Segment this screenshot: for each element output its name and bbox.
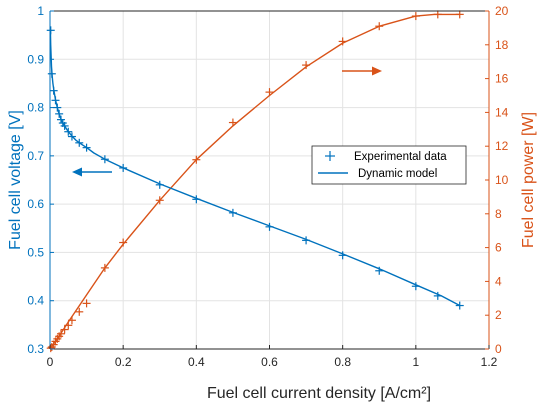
y-right-tick-label: 16 (495, 72, 509, 86)
y-right-tick-label: 8 (495, 207, 502, 221)
y-left-tick-labels: 0.3 0.4 0.5 0.6 0.7 0.8 0.9 1 (27, 4, 44, 356)
y-right-tick-label: 6 (495, 241, 502, 255)
voltage-exp-point (51, 96, 60, 105)
y-right-tick-label: 20 (495, 4, 509, 18)
y-left-tick-label: 0.4 (27, 294, 44, 308)
y-right-tick-label: 2 (495, 308, 502, 322)
voltage-exp-point (67, 132, 76, 141)
power-exp-point (433, 10, 442, 19)
voltage-exp-point (56, 115, 65, 124)
power-exp-point (265, 88, 274, 97)
voltage-exp-point (100, 155, 109, 164)
voltage-direction-arrow (72, 167, 112, 177)
power-exp-point (82, 299, 91, 308)
legend-marker-experimental (325, 151, 335, 161)
y-left-tick-label: 0.7 (27, 149, 44, 163)
x-tick-label: 0.6 (261, 355, 278, 369)
power-exp-point (338, 37, 347, 46)
power-exp-point (64, 321, 73, 330)
x-tick-labels: 0 0.2 0.4 0.6 0.8 1 1.2 (47, 355, 498, 369)
voltage-exp-point (375, 266, 384, 275)
y-right-tick-labels: 0 2 4 6 8 10 12 14 16 18 20 (495, 4, 509, 356)
voltage-exp-point (82, 143, 91, 152)
y-right-tick-label: 4 (495, 274, 502, 288)
legend-label-experimental: Experimental data (354, 151, 447, 163)
voltage-exp-point (411, 282, 420, 291)
y-right-tick-label: 0 (495, 342, 502, 356)
power-exp-point (302, 61, 311, 70)
power-exp-point (455, 10, 464, 19)
y-left-tick-label: 0.3 (27, 342, 44, 356)
voltage-exp-point (53, 103, 62, 112)
x-axis-label: Fuel cell current density [A/cm²] (207, 385, 431, 402)
voltage-exp-point (192, 195, 201, 204)
legend: Experimental data Dynamic model (311, 145, 467, 185)
power-exp-point (411, 12, 420, 21)
x-tick-label: 0.4 (188, 355, 205, 369)
plot-frame (49, 10, 490, 350)
power-exp-point (56, 329, 65, 338)
legend-box (311, 145, 467, 185)
voltage-exp-point (155, 180, 164, 189)
x-tick-label: 0 (47, 355, 54, 369)
voltage-exp-point (455, 301, 464, 310)
power-exp-point (192, 155, 201, 164)
y-left-tick-label: 0.8 (27, 101, 44, 115)
x-tick-label: 1.2 (481, 355, 498, 369)
power-exp-point (155, 196, 164, 205)
y-left-tick-label: 0.5 (27, 245, 44, 259)
x-tick-label: 1 (412, 355, 419, 369)
y-left-tick-label: 1 (37, 4, 44, 18)
x-tick-label: 0.2 (115, 355, 132, 369)
y-left-axis-label: Fuel cell voltage [V] (7, 110, 24, 250)
y-right-tick-label: 14 (495, 105, 509, 119)
power-exp-point (375, 22, 384, 31)
voltage-exp-point (75, 138, 84, 147)
voltage-exp-point (228, 208, 237, 217)
voltage-exp-point (433, 291, 442, 300)
voltage-exp-point (47, 69, 56, 78)
y-right-tick-label: 10 (495, 173, 509, 187)
voltage-exp-point (46, 26, 55, 35)
voltage-exp-point (338, 251, 347, 260)
voltage-exp-point (265, 222, 274, 231)
x-tick-label: 0.8 (334, 355, 351, 369)
y-right-tick-label: 12 (495, 139, 509, 153)
power-exp-point (228, 118, 237, 127)
power-experimental-series (46, 10, 464, 353)
legend-label-model: Dynamic model (358, 168, 437, 180)
voltage-exp-point (302, 236, 311, 245)
power-direction-arrow (342, 66, 382, 76)
voltage-exp-point (49, 86, 58, 95)
voltage-exp-point (55, 109, 64, 118)
y-right-axis-label: Fuel cell power [W] (520, 112, 537, 248)
voltage-exp-point (60, 121, 69, 130)
y-left-tick-label: 0.6 (27, 197, 44, 211)
y-left-tick-label: 0.9 (27, 52, 44, 66)
voltage-exp-point (64, 127, 73, 136)
y-right-tick-label: 18 (495, 38, 509, 52)
voltage-experimental-series (46, 26, 464, 310)
power-exp-point (60, 325, 69, 334)
power-exp-point (67, 316, 76, 325)
power-exp-point (75, 307, 84, 316)
power-exp-point (100, 263, 109, 272)
power-exp-point (119, 238, 128, 247)
voltage-exp-point (119, 163, 128, 172)
